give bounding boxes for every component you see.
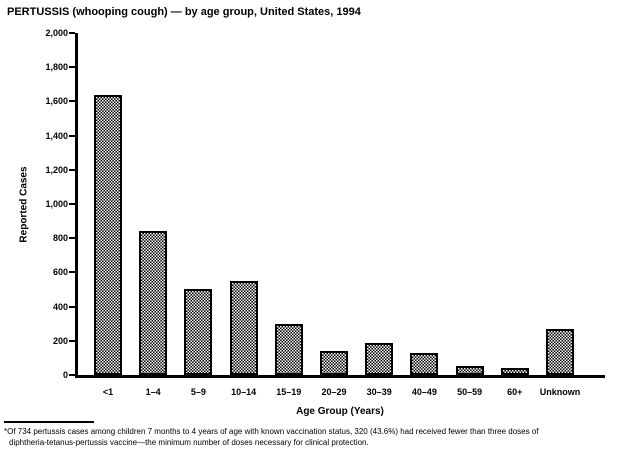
y-tick-label: 1,600 [45, 96, 68, 107]
y-tick-label: 1,200 [45, 164, 68, 175]
chart-title: PERTUSSIS (whooping cough) — by age grou… [7, 6, 361, 18]
y-tick-mark [69, 66, 75, 69]
y-tick-label: 400 [52, 301, 68, 312]
x-tick-label: Unknown [539, 387, 581, 397]
footnote-line-1: *Of 734 pertussis cases among children 7… [4, 427, 539, 436]
x-tick-label: 20–29 [321, 387, 347, 397]
x-tick-label: 15–19 [276, 387, 302, 397]
bar-40–49 [410, 353, 439, 375]
y-tick-mark [69, 237, 75, 240]
bar-<1 [94, 95, 122, 375]
y-tick-mark [69, 339, 75, 342]
bar-5–9 [184, 289, 213, 375]
bar-50–59 [455, 366, 484, 375]
x-tick-label: <1 [102, 387, 114, 397]
x-axis-line [75, 375, 605, 378]
bar-15–19 [274, 324, 303, 375]
y-tick-label: 800 [52, 233, 68, 244]
x-tick-label: 40–49 [411, 387, 437, 397]
footnote-separator-rule [4, 421, 94, 423]
bar-10–14 [229, 281, 258, 375]
x-tick-label: 30–39 [366, 387, 392, 397]
bar-30–39 [365, 343, 394, 375]
y-tick-label: 1,000 [45, 199, 68, 209]
y-tick-mark [69, 374, 75, 376]
y-tick-mark [69, 168, 75, 171]
footnote-line-2: diphtheria-tetanus-pertussis vaccine—the… [9, 438, 369, 447]
bar-60+ [500, 368, 529, 375]
y-tick-label: 0 [62, 370, 68, 380]
bar-1–4 [139, 231, 168, 375]
x-tick-label: 60+ [507, 387, 523, 397]
y-axis-line [75, 33, 78, 378]
y-tick-mark [69, 305, 75, 308]
y-tick-label: 1,400 [45, 130, 68, 141]
y-tick-label: 1,800 [45, 62, 68, 73]
y-tick-label: 2,000 [45, 28, 68, 38]
y-tick-mark [69, 100, 75, 103]
x-tick-label: 10–14 [231, 387, 257, 397]
y-tick-label: 200 [52, 335, 68, 346]
x-tick-label: 1–4 [145, 387, 161, 397]
y-tick-mark [69, 203, 75, 205]
y-tick-mark [69, 271, 75, 274]
x-axis-title: Age Group (Years) [296, 406, 384, 417]
bar-Unknown [546, 329, 574, 375]
y-tick-mark [69, 134, 75, 137]
x-tick-label: 5–9 [190, 387, 206, 397]
x-tick-label: 50–59 [457, 387, 483, 397]
y-tick-label: 600 [52, 267, 68, 278]
y-tick-mark [69, 32, 75, 34]
bar-20–29 [320, 351, 348, 375]
